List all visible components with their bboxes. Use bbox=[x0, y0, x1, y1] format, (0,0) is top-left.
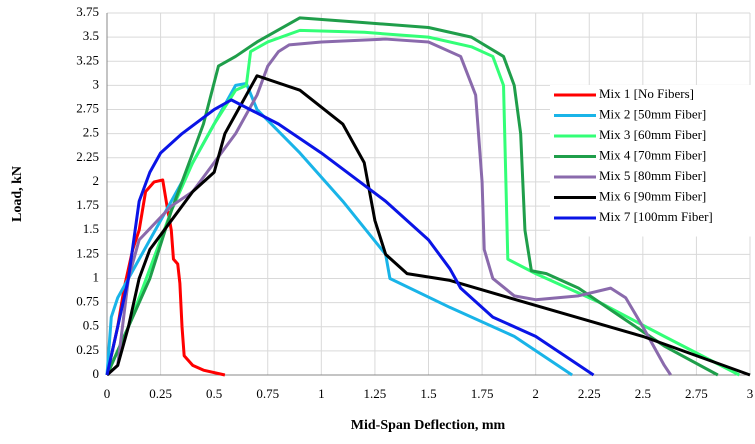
y-tick-label: 1.25 bbox=[76, 245, 99, 260]
x-tick-label: 1 bbox=[318, 386, 325, 401]
y-tick-label: 2.5 bbox=[83, 125, 99, 140]
y-tick-label: 0.25 bbox=[76, 342, 99, 357]
y-tick-label: 2.25 bbox=[76, 149, 99, 164]
x-tick-label: 1.25 bbox=[364, 386, 387, 401]
legend-label: Mix 4 [70mm Fiber] bbox=[599, 147, 706, 162]
x-tick-label: 1.75 bbox=[471, 386, 494, 401]
legend-box bbox=[550, 85, 754, 237]
y-tick-label: 0.5 bbox=[83, 318, 99, 333]
y-tick-label: 1.75 bbox=[76, 197, 99, 212]
y-tick-label: 3.75 bbox=[76, 4, 99, 19]
y-tick-label: 0 bbox=[93, 366, 100, 381]
y-tick-label: 3.25 bbox=[76, 52, 99, 67]
legend-label: Mix 1 [No Fibers] bbox=[599, 86, 694, 101]
data-line bbox=[105, 81, 573, 377]
x-tick-label: 2.25 bbox=[578, 386, 601, 401]
y-tick-label: 0.75 bbox=[76, 294, 99, 309]
y-tick-label: 3 bbox=[93, 76, 100, 91]
x-tick-label: 2 bbox=[532, 386, 539, 401]
y-tick-label: 3.5 bbox=[83, 28, 99, 43]
legend-label: Mix 3 [60mm Fiber] bbox=[599, 127, 706, 142]
data-line bbox=[105, 37, 672, 377]
y-axis-title: Load, kN bbox=[10, 166, 25, 222]
data-line bbox=[105, 74, 751, 377]
x-tick-label: 2.75 bbox=[685, 386, 708, 401]
x-tick-label: 3 bbox=[747, 386, 754, 401]
data-line bbox=[105, 98, 595, 377]
legend: Mix 1 [No Fibers] Mix 2 [50mm Fiber] Mix 3… bbox=[550, 85, 754, 237]
legend-label: Mix 7 [100mm Fiber] bbox=[599, 209, 713, 224]
y-tick-label: 2 bbox=[93, 173, 100, 188]
x-tick-label: 1.5 bbox=[420, 386, 436, 401]
x-tick-label: 2.5 bbox=[635, 386, 651, 401]
x-tick-label: 0.5 bbox=[206, 386, 222, 401]
y-tick-label: 1.5 bbox=[83, 221, 99, 236]
x-axis-title: Mid-Span Deflection, mm bbox=[351, 418, 506, 433]
legend-label: Mix 5 [80mm Fiber] bbox=[599, 168, 706, 183]
x-tick-label: 0.25 bbox=[149, 386, 172, 401]
legend-label: Mix 2 [50mm Fiber] bbox=[599, 106, 706, 121]
y-tick-label: 1 bbox=[93, 269, 100, 284]
data-line bbox=[105, 16, 719, 377]
x-tick-label: 0.75 bbox=[256, 386, 279, 401]
y-tick-label: 2.75 bbox=[76, 101, 99, 116]
legend-label: Mix 6 [90mm Fiber] bbox=[599, 188, 706, 203]
x-tick-label: 0 bbox=[104, 386, 111, 401]
